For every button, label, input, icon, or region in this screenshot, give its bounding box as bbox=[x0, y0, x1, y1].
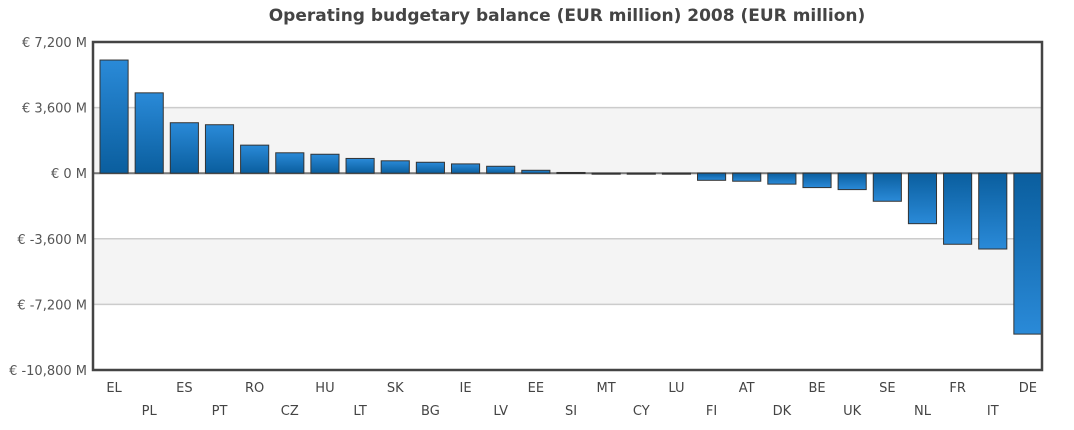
y-tick-label: € 7,200 M bbox=[22, 36, 87, 51]
x-tick-label: LV bbox=[493, 404, 508, 419]
bar-be bbox=[802, 172, 832, 189]
bar-pl bbox=[134, 92, 164, 174]
x-tick-label: IE bbox=[460, 381, 472, 396]
bar-lu bbox=[661, 172, 691, 175]
plot-frame bbox=[91, 40, 1044, 372]
bar-fr bbox=[943, 172, 973, 245]
x-tick-label: IT bbox=[987, 404, 999, 419]
bar-mt bbox=[591, 172, 621, 175]
bar-fi bbox=[697, 172, 727, 181]
y-axis-ticks: € 7,200 M € 3,600 M € 0 M € -3,600 M € -7,20… bbox=[9, 36, 87, 379]
x-tick-label: ES bbox=[176, 381, 192, 396]
x-tick-label: EE bbox=[528, 381, 544, 396]
y-tick-label: € 0 M bbox=[51, 167, 87, 182]
bar-cy bbox=[626, 172, 656, 175]
bar-at bbox=[732, 172, 762, 182]
bar-de bbox=[1013, 172, 1043, 335]
y-tick-label: € 3,600 M bbox=[22, 102, 87, 117]
x-tick-label: DE bbox=[1019, 381, 1037, 396]
x-tick-label: FI bbox=[706, 404, 717, 419]
chart-title: Operating budgetary balance (EUR million… bbox=[268, 6, 866, 26]
bar-sk bbox=[380, 160, 410, 174]
bar-uk bbox=[837, 172, 867, 191]
bar-el bbox=[99, 59, 129, 174]
x-tick-label: SI bbox=[565, 404, 577, 419]
x-tick-label: PT bbox=[212, 404, 228, 419]
bar-pt bbox=[204, 124, 235, 174]
x-tick-label: LT bbox=[353, 404, 366, 419]
x-tick-label: AT bbox=[739, 381, 755, 396]
x-tick-label: DK bbox=[773, 404, 792, 419]
bar-ie bbox=[450, 163, 481, 174]
bar-nl bbox=[907, 172, 938, 225]
x-tick-label: CZ bbox=[281, 404, 299, 419]
grid-band bbox=[93, 107, 1042, 174]
bar-ro bbox=[240, 144, 270, 174]
x-axis-ticks: EL PL ES PT RO CZ HU LT SK BG IE LV EE SI MT CY LU FI AT DK… bbox=[106, 381, 1037, 419]
y-tick-label: € -7,200 M bbox=[17, 298, 87, 313]
bar-se bbox=[872, 172, 902, 202]
x-tick-label: BG bbox=[421, 404, 440, 419]
x-tick-label: LU bbox=[668, 381, 684, 396]
gridlines bbox=[93, 41, 1042, 371]
x-tick-label: SK bbox=[387, 381, 404, 396]
x-tick-label: EL bbox=[106, 381, 122, 396]
x-tick-label: RO bbox=[245, 381, 264, 396]
bar-hu bbox=[310, 153, 340, 174]
x-tick-label: SE bbox=[879, 381, 895, 396]
x-tick-label: MT bbox=[597, 381, 616, 396]
bar-es bbox=[169, 122, 199, 174]
grid-bands bbox=[93, 107, 1042, 305]
grid-band bbox=[93, 238, 1042, 305]
bar-si bbox=[556, 171, 586, 174]
bar-dk bbox=[767, 172, 797, 185]
plot-border bbox=[91, 40, 1044, 372]
x-tick-label: FR bbox=[949, 381, 966, 396]
bar-lt bbox=[345, 157, 375, 174]
x-tick-label: HU bbox=[315, 381, 334, 396]
y-tick-label: € -3,600 M bbox=[17, 233, 87, 248]
bars bbox=[99, 59, 1043, 335]
bar-ee bbox=[521, 169, 551, 174]
x-tick-label: BE bbox=[808, 381, 825, 396]
bar-bg bbox=[415, 161, 445, 174]
x-tick-label: NL bbox=[914, 404, 932, 419]
x-tick-label: PL bbox=[142, 404, 158, 419]
x-tick-label: CY bbox=[633, 404, 650, 419]
bar-lv bbox=[486, 165, 516, 174]
x-tick-label: UK bbox=[843, 404, 862, 419]
bar-cz bbox=[275, 152, 305, 174]
y-tick-label: € -10,800 M bbox=[9, 364, 87, 379]
bar-it bbox=[978, 172, 1008, 250]
